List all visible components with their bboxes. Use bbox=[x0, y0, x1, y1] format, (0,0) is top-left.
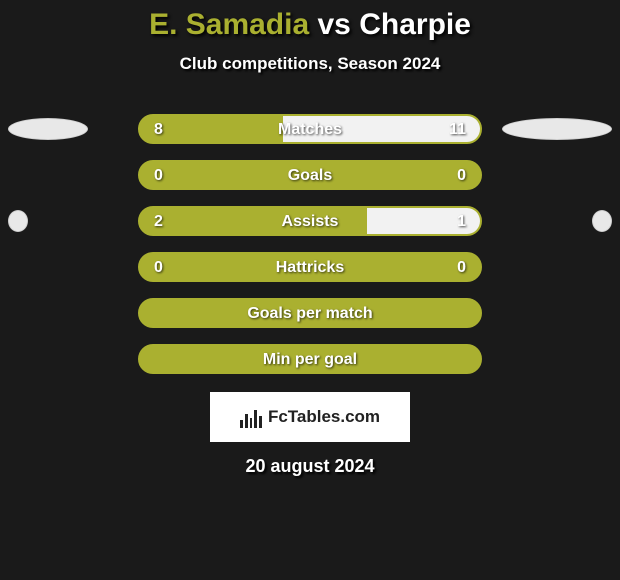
stat-row: 00Hattricks bbox=[0, 252, 620, 282]
stat-label: Assists bbox=[140, 208, 480, 236]
stat-row: Goals per match bbox=[0, 298, 620, 328]
stat-row: 00Goals bbox=[0, 160, 620, 190]
stat-label: Matches bbox=[140, 116, 480, 144]
subtitle: Club competitions, Season 2024 bbox=[0, 54, 620, 74]
proportion-ellipse-right bbox=[592, 210, 612, 232]
proportion-ellipse-left bbox=[8, 210, 28, 232]
comparison-infographic: E. Samadia vs Charpie Club competitions,… bbox=[0, 0, 620, 580]
proportion-ellipse-right bbox=[502, 118, 612, 140]
stat-bar: 21Assists bbox=[138, 206, 482, 236]
stat-label: Hattricks bbox=[140, 254, 480, 282]
page-title: E. Samadia vs Charpie bbox=[0, 8, 620, 42]
stat-bar: 811Matches bbox=[138, 114, 482, 144]
stats-rows: 811Matches 00Goals 21Assists 00Hattricks Goa… bbox=[0, 114, 620, 374]
stat-bar: 00Goals bbox=[138, 160, 482, 190]
stat-label: Min per goal bbox=[140, 346, 480, 374]
stat-label: Goals per match bbox=[140, 300, 480, 328]
stat-row: 811Matches bbox=[0, 114, 620, 144]
stat-label: Goals bbox=[140, 162, 480, 190]
stat-row: 21Assists bbox=[0, 206, 620, 236]
stat-row: Min per goal bbox=[0, 344, 620, 374]
logo-box: FcTables.com bbox=[210, 392, 410, 442]
title-player2: Charpie bbox=[359, 8, 471, 41]
date: 20 august 2024 bbox=[0, 456, 620, 477]
bar-chart-icon bbox=[240, 406, 262, 428]
stat-bar: Goals per match bbox=[138, 298, 482, 328]
proportion-ellipse-left bbox=[8, 118, 88, 140]
stat-bar: 00Hattricks bbox=[138, 252, 482, 282]
title-player1: E. Samadia bbox=[149, 8, 309, 41]
logo-text: FcTables.com bbox=[268, 407, 380, 427]
stat-bar: Min per goal bbox=[138, 344, 482, 374]
title-vs: vs bbox=[318, 8, 351, 41]
